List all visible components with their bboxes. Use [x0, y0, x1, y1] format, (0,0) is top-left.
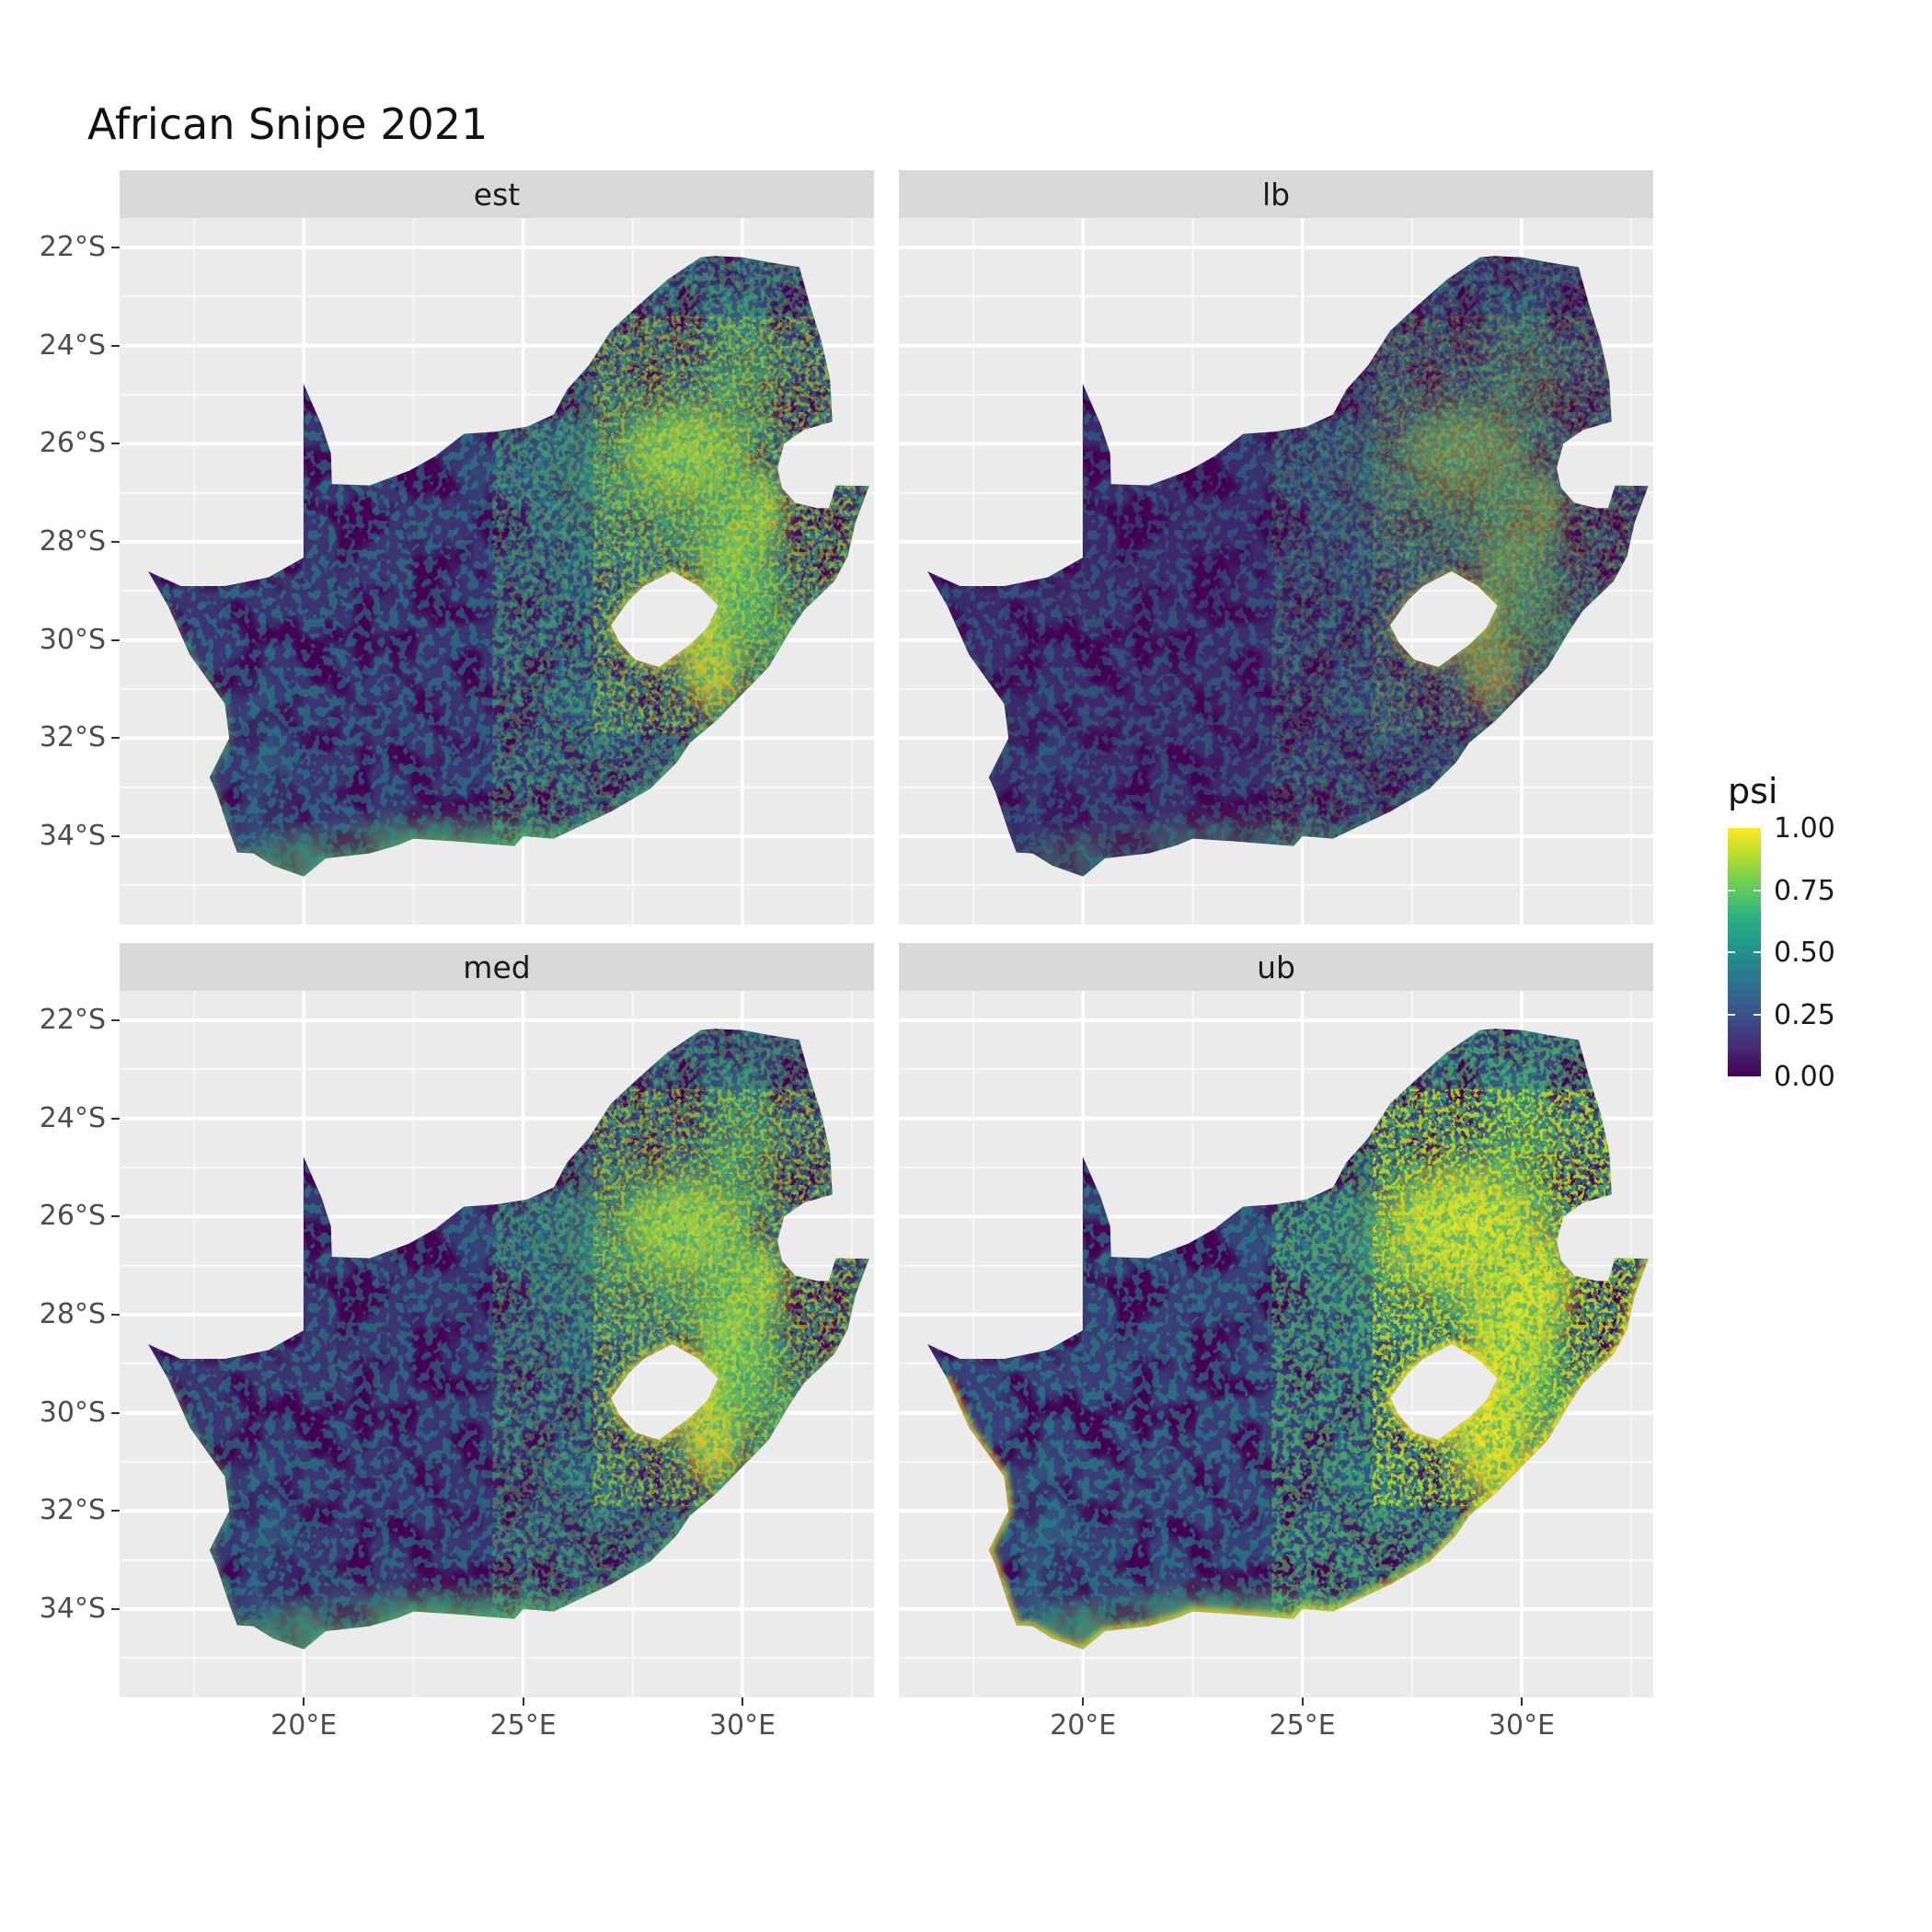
plot-title: African Snipe 2021 — [87, 99, 489, 149]
legend-tick-mark — [1728, 1013, 1735, 1016]
axis-tick-mark — [111, 1411, 120, 1414]
axis-tick-mark — [111, 541, 120, 543]
legend-tick-label: 0.25 — [1774, 998, 1835, 1031]
axis-tick-mark — [111, 1510, 120, 1512]
legend-tick-label: 0.50 — [1774, 937, 1835, 969]
y-tick-label: 22°S — [39, 231, 106, 263]
y-tick-label: 26°S — [39, 427, 106, 460]
x-tick-label: 20°E — [270, 1709, 338, 1742]
y-tick-label: 34°S — [39, 1593, 106, 1625]
facet-label-med: med — [463, 949, 531, 985]
facet-strip-lb: lb — [899, 170, 1653, 218]
axis-tick-mark — [1521, 1697, 1523, 1706]
x-tick-label: 25°E — [1269, 1709, 1336, 1742]
axis-tick-mark — [742, 1697, 743, 1706]
legend-tick-label: 1.00 — [1774, 812, 1835, 845]
legend-tick-mark — [1728, 889, 1735, 891]
x-tick-label: 25°E — [489, 1709, 557, 1742]
legend-tick-label: 0.00 — [1774, 1061, 1835, 1093]
legend-tick-mark — [1754, 889, 1761, 891]
axis-tick-mark — [111, 1019, 120, 1021]
y-tick-label: 30°S — [39, 1396, 106, 1429]
axis-tick-mark — [111, 1215, 120, 1218]
facet-label-ub: ub — [1257, 949, 1295, 985]
axis-tick-mark — [111, 443, 120, 445]
axis-tick-mark — [111, 1608, 120, 1610]
axis-tick-mark — [111, 344, 120, 347]
axis-tick-mark — [111, 1117, 120, 1120]
facet-panel-med — [120, 991, 874, 1697]
x-tick-label: 30°E — [708, 1709, 776, 1742]
y-tick-label: 26°S — [39, 1200, 106, 1233]
facet-panel-est — [120, 218, 874, 925]
axis-tick-mark — [1082, 1697, 1085, 1706]
legend-tick-label: 0.75 — [1774, 874, 1835, 907]
x-tick-label: 20°E — [1050, 1709, 1117, 1742]
axis-tick-mark — [111, 737, 120, 740]
y-tick-label: 28°S — [39, 525, 106, 558]
legend-colorbar — [1728, 828, 1761, 1076]
legend-tick-mark — [1754, 951, 1761, 953]
y-tick-label: 30°S — [39, 623, 106, 656]
axis-tick-mark — [522, 1697, 524, 1706]
x-tick-label: 30°E — [1488, 1709, 1556, 1742]
y-tick-label: 32°S — [39, 1494, 106, 1527]
y-tick-label: 24°S — [39, 1101, 106, 1134]
legend-tick-mark — [1728, 951, 1735, 953]
axis-tick-mark — [111, 638, 120, 641]
axis-tick-mark — [1301, 1697, 1304, 1706]
y-tick-label: 28°S — [39, 1298, 106, 1330]
y-tick-label: 24°S — [39, 328, 106, 362]
facet-panel-ub — [899, 991, 1653, 1697]
facet-strip-med: med — [120, 943, 874, 991]
axis-tick-mark — [111, 835, 120, 837]
facet-label-lb: lb — [1261, 176, 1291, 213]
facet-strip-ub: ub — [899, 943, 1653, 991]
legend-title: psi — [1728, 771, 1778, 811]
facet-label-est: est — [473, 176, 521, 213]
legend-tick-mark — [1754, 1013, 1761, 1016]
axis-tick-mark — [111, 1314, 120, 1316]
axis-tick-mark — [303, 1697, 305, 1706]
legend: psi 1.00 0.75 0.50 0.25 0.00 — [1728, 771, 1921, 1121]
facet-panel-lb — [899, 218, 1653, 925]
facet-strip-est: est — [120, 170, 874, 218]
y-tick-label: 22°S — [39, 1004, 106, 1036]
y-tick-label: 34°S — [39, 820, 106, 852]
axis-tick-mark — [111, 247, 120, 248]
y-tick-label: 32°S — [39, 721, 106, 754]
